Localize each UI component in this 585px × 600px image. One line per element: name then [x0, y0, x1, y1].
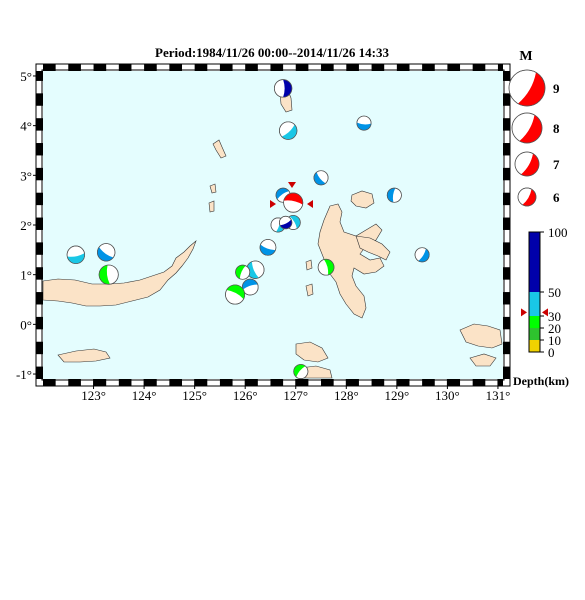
magnitude-legend-title: M	[519, 49, 532, 64]
event-marker	[66, 245, 85, 264]
event-marker	[279, 215, 293, 230]
lon-tick-label: 130°	[435, 388, 460, 403]
land-island-north-3	[209, 183, 217, 194]
depth-tick-label: 50	[548, 285, 561, 300]
lat-tick-label: 2°	[20, 218, 32, 233]
lat-tick-label: 1°	[20, 268, 32, 283]
depth-scale-segment	[529, 316, 540, 328]
lon-tick-label: 126°	[233, 388, 258, 403]
magnitude-legend-label: 7	[553, 157, 560, 172]
event-marker	[235, 264, 251, 280]
magnitude-legend: M 9 8 7 6	[508, 49, 560, 207]
land-waigeo	[459, 323, 503, 349]
magnitude-legend-ball	[514, 151, 540, 177]
lon-tick-label: 124°	[132, 388, 157, 403]
land-morotai	[350, 190, 375, 209]
event-marker	[317, 258, 335, 276]
land-north-sulawesi	[42, 240, 197, 307]
magnitude-legend-ball	[511, 112, 543, 144]
lon-tick-label: 127°	[283, 388, 308, 403]
depth-tick-label: 10	[548, 333, 561, 348]
event-marker	[414, 247, 430, 263]
event-marker	[241, 278, 259, 296]
depth-tick-label: 20	[548, 321, 561, 336]
depth-marker-left	[521, 308, 527, 317]
reference-markers	[270, 182, 313, 208]
depth-tick-label: 100	[548, 225, 568, 240]
land-makian	[305, 283, 314, 297]
lon-tick-label: 128°	[334, 388, 359, 403]
event-marker	[275, 187, 291, 203]
axis-labels: 123° 124° 125° 126° 127° 128° 129° 130° 131° 5° 4°…	[16, 69, 510, 403]
land-island-north-4	[208, 200, 215, 213]
lat-tick-label: 3°	[20, 168, 32, 183]
event-marker	[283, 192, 304, 213]
depth-scale-segment	[529, 232, 540, 292]
marker-triangle-right	[307, 200, 313, 208]
land-south-fragment	[57, 348, 111, 363]
depth-scale-segment	[529, 340, 540, 352]
lat-tick-label: 4°	[20, 119, 32, 134]
event-marker	[97, 243, 116, 262]
event-marker	[313, 170, 329, 186]
depth-scale-segment	[529, 328, 540, 340]
magnitude-legend-label: 8	[553, 121, 560, 136]
event-marker	[356, 115, 372, 131]
lon-tick-label: 131°	[486, 388, 511, 403]
lat-tick-label: 0°	[20, 317, 32, 332]
land-bacan	[295, 341, 329, 363]
land-ternate	[305, 259, 313, 271]
land-halmahera-east-arm	[355, 235, 391, 261]
land-misool	[469, 353, 497, 367]
depth-tick-label: 30	[548, 309, 561, 324]
marker-triangle-left	[270, 200, 276, 208]
land-island-north-2	[212, 139, 227, 159]
map-title: Period:1984/11/26 00:00--2014/11/26 14:3…	[155, 45, 389, 60]
magnitude-legend-ball	[508, 69, 546, 107]
event-marker	[225, 284, 246, 305]
event-marker	[98, 264, 119, 285]
map-frame	[42, 71, 503, 379]
magnitude-legend-label: 9	[553, 81, 560, 96]
focal-mechanisms	[66, 79, 430, 379]
lat-tick-label: -1°	[16, 367, 32, 382]
depth-scale-segment	[529, 292, 540, 316]
land-masses	[42, 87, 503, 379]
depth-tick-label: 0	[548, 345, 555, 360]
event-marker	[279, 121, 298, 140]
lon-tick-label: 123°	[81, 388, 106, 403]
event-marker	[273, 79, 293, 98]
frame-border	[35, 63, 511, 387]
lon-tick-label: 129°	[384, 388, 409, 403]
event-marker	[259, 239, 277, 256]
lat-tick-label: 5°	[20, 69, 32, 84]
depth-marker-right	[542, 308, 548, 317]
magnitude-legend-label: 6	[553, 190, 560, 205]
lon-tick-label: 125°	[182, 388, 207, 403]
depth-legend-title: Depth(km)	[513, 374, 569, 388]
event-marker	[386, 187, 402, 203]
marker-triangle-top	[288, 182, 296, 188]
event-marker	[293, 364, 309, 379]
magnitude-legend-ball	[517, 187, 537, 207]
